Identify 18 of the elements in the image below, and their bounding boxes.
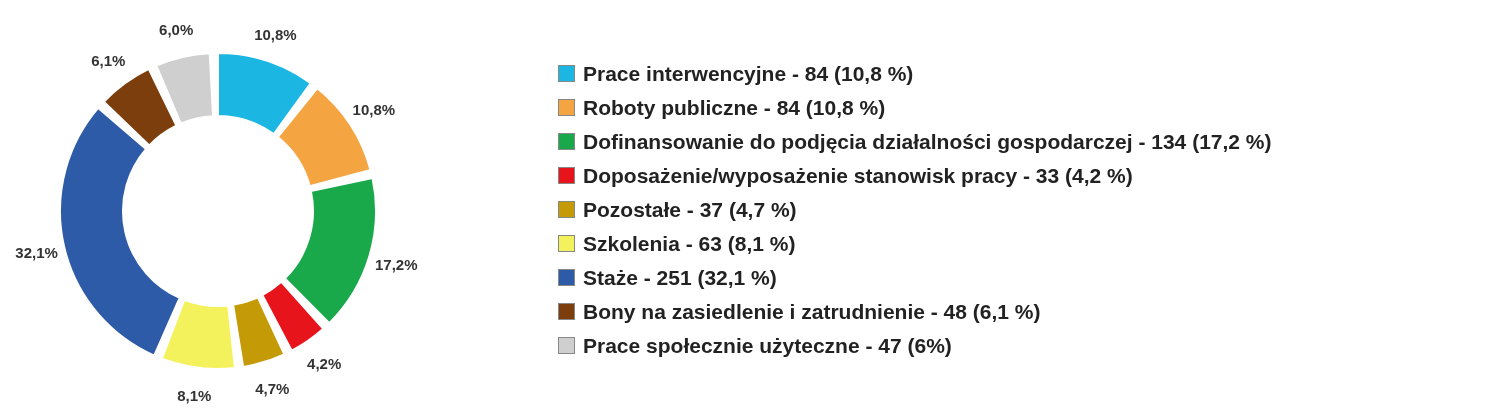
legend-label: Szkolenia - 63 (8,1 %): [583, 231, 796, 256]
legend-label: Prace interwencyjne - 84 (10,8 %): [583, 61, 914, 86]
data-label: 17,2%: [375, 255, 418, 273]
data-label: 10,8%: [352, 101, 396, 119]
data-label: 8,1%: [177, 386, 212, 404]
legend-label: Prace społecznie użyteczne - 47 (6%): [583, 333, 952, 358]
legend-label: Bony na zasiedlenie i zatrudnienie - 48 (6,1 %): [583, 299, 1041, 324]
legend-label: Dofinansowanie do podjęcia działalności gospodarczej - 134 (17,2 %): [583, 129, 1272, 154]
data-label: 10,8%: [254, 25, 297, 43]
data-label: 32,1%: [15, 243, 58, 261]
legend-label: Pozostałe - 37 (4,7 %): [583, 197, 797, 222]
data-label: 4,2%: [307, 355, 342, 373]
data-label: 6,0%: [159, 21, 194, 39]
legend-label: Doposażenie/wyposażenie stanowisk pracy - 33 (4,2 %): [583, 163, 1133, 188]
data-label: 6,1%: [91, 52, 126, 70]
legend-label: Staże - 251 (32,1 %): [583, 265, 777, 290]
data-label: 4,7%: [255, 380, 290, 398]
legend-label: Roboty publiczne - 84 (10,8 %): [583, 95, 886, 120]
